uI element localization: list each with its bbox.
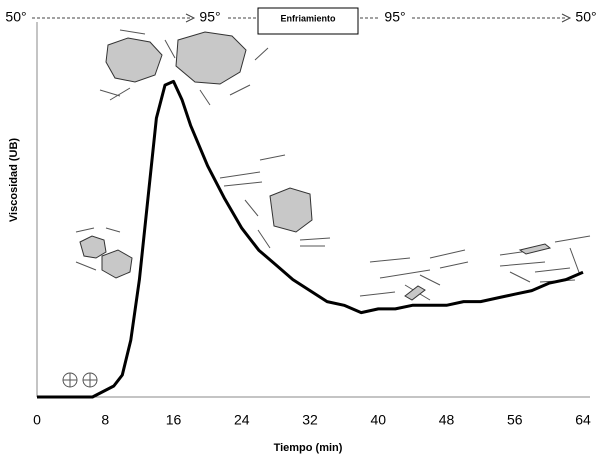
x-tick-label: 40 bbox=[370, 412, 386, 428]
x-tick-label: 32 bbox=[302, 412, 318, 428]
x-tick-label: 48 bbox=[439, 412, 455, 428]
x-tick-label: 0 bbox=[33, 412, 41, 428]
x-tick-label: 8 bbox=[101, 412, 109, 428]
temperature-label: 50° bbox=[5, 9, 26, 25]
x-tick-label: 56 bbox=[507, 412, 523, 428]
viscosity-curve bbox=[37, 79, 584, 399]
cooling-box bbox=[257, 7, 359, 35]
temperature-label: 95° bbox=[199, 9, 220, 25]
x-tick-label: 24 bbox=[234, 412, 250, 428]
x-tick-label: 16 bbox=[166, 412, 182, 428]
temperature-label: 50° bbox=[575, 9, 596, 25]
x-tick-label: 64 bbox=[575, 412, 591, 428]
x-axis-title: Tiempo (min) bbox=[274, 442, 343, 454]
granule-illustrations bbox=[62, 29, 591, 388]
y-axis-title: Viscosidad (UB) bbox=[8, 138, 20, 222]
arrow-heads bbox=[185, 13, 572, 23]
temperature-label: 95° bbox=[384, 9, 405, 25]
cooling-label: Enfriamiento bbox=[280, 13, 336, 23]
